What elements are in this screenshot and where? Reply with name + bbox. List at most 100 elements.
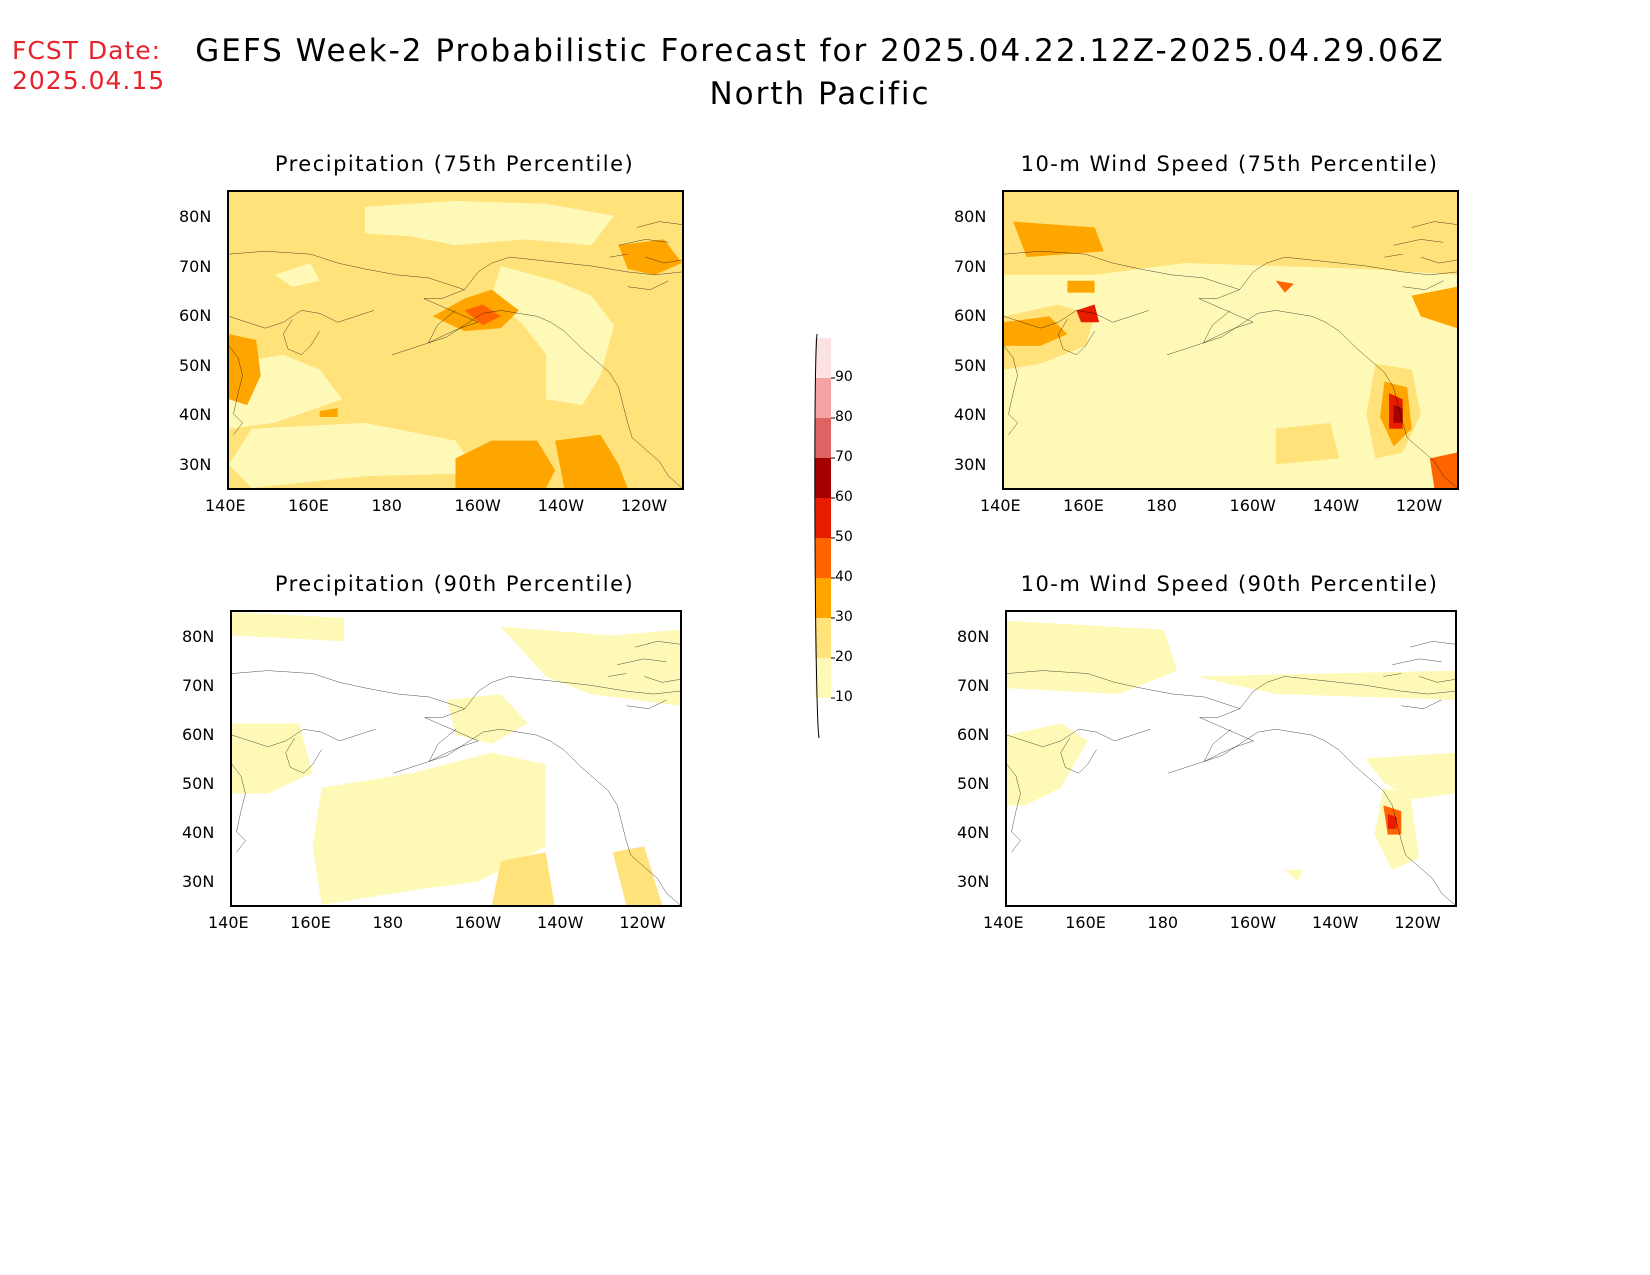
lat-tick-label: 50N bbox=[179, 355, 212, 375]
lat-tick-label: 40N bbox=[182, 822, 215, 842]
colorbar-swatch bbox=[815, 618, 831, 658]
colorbar-swatch bbox=[815, 418, 831, 458]
coastline bbox=[392, 310, 682, 488]
lat-tick-label: 70N bbox=[954, 256, 987, 276]
lon-tick-label: 180 bbox=[371, 496, 402, 515]
colorbar-swatch bbox=[815, 338, 831, 378]
colorbar-level-label: 10 bbox=[835, 689, 853, 705]
contour-region bbox=[1007, 723, 1088, 806]
coastline bbox=[1007, 729, 1150, 852]
colorbar-level-label: 50 bbox=[835, 529, 853, 545]
lon-tick-label: 120W bbox=[620, 496, 668, 515]
contour-region bbox=[447, 694, 528, 744]
lat-tick-label: 70N bbox=[957, 675, 990, 695]
contour-region bbox=[1076, 304, 1100, 323]
contour-region bbox=[612, 846, 663, 905]
lon-tick-label: 160E bbox=[288, 496, 329, 515]
contour-region bbox=[555, 434, 628, 488]
map-field bbox=[232, 612, 680, 905]
contour-region bbox=[618, 239, 682, 275]
lon-tick-label: 140E bbox=[980, 496, 1021, 515]
colorbar-level-label: 70 bbox=[835, 449, 853, 465]
colorbar-level-label: 30 bbox=[835, 609, 853, 625]
coastline bbox=[1385, 222, 1457, 290]
lon-tick-label: 180 bbox=[1147, 913, 1179, 932]
coastline bbox=[1167, 310, 1457, 488]
forecast-date-value: 2025.04.15 bbox=[12, 66, 166, 95]
contour-region bbox=[1365, 752, 1455, 800]
contour-region bbox=[312, 752, 546, 905]
lon-tick-label: 160E bbox=[1063, 496, 1104, 515]
contour-region bbox=[1007, 620, 1178, 695]
coastline bbox=[1383, 641, 1455, 708]
contour-region bbox=[364, 200, 615, 246]
coastline bbox=[1004, 251, 1457, 343]
map-precip-75 bbox=[227, 190, 684, 490]
page-subtitle: North Pacific bbox=[709, 76, 931, 112]
contour-region bbox=[1387, 814, 1397, 829]
contour-region bbox=[1284, 869, 1303, 882]
contour-region bbox=[1004, 192, 1457, 275]
lon-tick-label: 160W bbox=[1229, 913, 1277, 932]
colorbar-level-label: 60 bbox=[835, 489, 853, 505]
colorbar-edge bbox=[814, 334, 820, 738]
contour-region bbox=[229, 422, 479, 488]
lon-tick-label: 140E bbox=[208, 913, 249, 932]
colorbar-swatch bbox=[815, 458, 831, 498]
contour-region bbox=[455, 440, 556, 488]
coastline bbox=[610, 222, 682, 290]
lat-tick-label: 30N bbox=[954, 454, 987, 474]
contour-region bbox=[1275, 280, 1294, 293]
contour-region bbox=[1429, 452, 1457, 488]
map-wind-75 bbox=[1002, 190, 1459, 490]
lon-tick-label: 140W bbox=[537, 913, 584, 932]
lon-tick-label: 140W bbox=[1312, 913, 1359, 932]
contour-region bbox=[274, 263, 320, 287]
map-precip-90 bbox=[230, 610, 682, 907]
lat-tick-label: 80N bbox=[957, 626, 990, 646]
contour-region bbox=[500, 626, 680, 706]
lon-tick-label: 180 bbox=[1146, 496, 1177, 515]
contour-region bbox=[1275, 422, 1340, 465]
lon-tick-label: 140W bbox=[1312, 496, 1360, 515]
contour-region bbox=[1013, 221, 1104, 258]
coastline bbox=[393, 729, 680, 905]
coastline bbox=[229, 310, 374, 434]
lat-tick-label: 60N bbox=[179, 306, 212, 325]
forecast-date-block: FCST Date: 2025.04.15 bbox=[12, 36, 165, 96]
coastline bbox=[1007, 671, 1455, 762]
contour-region bbox=[1004, 316, 1068, 346]
lat-tick-label: 80N bbox=[179, 207, 212, 226]
lat-tick-label: 60N bbox=[957, 724, 990, 744]
lat-tick-label: 40N bbox=[954, 405, 987, 424]
lat-tick-label: 50N bbox=[957, 773, 990, 793]
contour-region bbox=[491, 852, 555, 905]
coastline bbox=[608, 641, 680, 708]
contour-region bbox=[491, 266, 615, 406]
lat-tick-label: 60N bbox=[954, 306, 987, 325]
lat-tick-label: 40N bbox=[957, 822, 990, 842]
lon-tick-label: 120W bbox=[1395, 496, 1443, 515]
colorbar-level-label: 40 bbox=[835, 569, 853, 585]
forecast-date-label: FCST Date: bbox=[12, 36, 162, 65]
lon-tick-label: 160W bbox=[1229, 496, 1276, 515]
lon-tick-label: 140E bbox=[983, 913, 1024, 932]
map-field bbox=[1004, 192, 1457, 488]
colorbar-level-label: 90 bbox=[835, 369, 853, 385]
panel-title-wind-75: 10-m Wind Speed (75th Percentile) bbox=[1020, 152, 1439, 176]
page-title: GEFS Week-2 Probabilistic Forecast for 2… bbox=[195, 33, 1445, 69]
lon-tick-label: 140E bbox=[205, 496, 246, 515]
lat-tick-label: 80N bbox=[182, 626, 215, 646]
lon-tick-label: 120W bbox=[1394, 913, 1441, 932]
colorbar-level-label: 80 bbox=[835, 409, 853, 425]
map-field bbox=[229, 192, 682, 488]
contour-region bbox=[1067, 280, 1095, 293]
coastline bbox=[1168, 729, 1455, 905]
lat-tick-label: 70N bbox=[182, 675, 215, 695]
panel-title-wind-90: 10-m Wind Speed (90th Percentile) bbox=[1020, 572, 1439, 596]
contour-region bbox=[1393, 405, 1403, 423]
colorbar bbox=[814, 334, 835, 738]
coastline bbox=[232, 729, 375, 852]
coastline bbox=[229, 251, 682, 343]
lat-tick-label: 30N bbox=[957, 871, 990, 891]
